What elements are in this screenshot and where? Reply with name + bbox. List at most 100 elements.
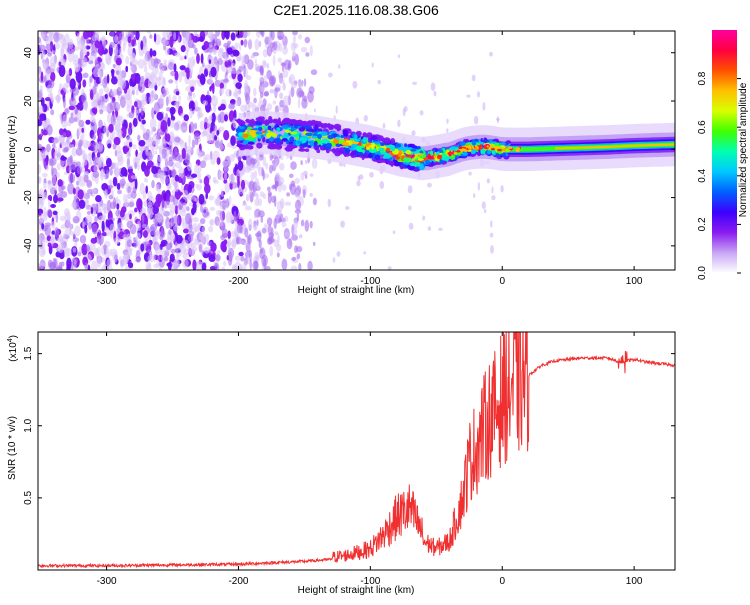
heatmap-cell [167, 261, 172, 270]
heatmap-cell [54, 227, 60, 238]
heatmap-cell [45, 43, 52, 51]
heatmap-cell [245, 93, 251, 105]
heatmap-cell [186, 174, 190, 179]
heatmap-cell [380, 151, 387, 155]
heatmap-cell [49, 261, 56, 270]
heatmap-cell [339, 147, 345, 152]
heatmap-cell [127, 90, 131, 98]
heatmap-cell [69, 78, 76, 90]
heatmap-cell [144, 166, 150, 177]
heatmap-cell [78, 142, 82, 150]
heatmap-cell [198, 193, 205, 205]
heatmap-cell [156, 111, 164, 121]
heatmap-cell [99, 109, 104, 115]
heatmap-cell [298, 81, 304, 88]
heatmap-cell [354, 138, 361, 142]
heatmap-cell [325, 142, 332, 149]
heatmap-cell [99, 71, 102, 83]
heatmap-cell [266, 63, 270, 69]
heatmap-cell [252, 260, 259, 270]
heatmap-cell [51, 174, 57, 185]
heatmap-cell [112, 162, 119, 170]
heatmap-cell [42, 172, 48, 178]
heatmap-cell [170, 248, 176, 254]
heatmap-cell [103, 75, 108, 85]
heatmap-cell [262, 49, 268, 58]
heatmap-cell [419, 163, 424, 170]
y-tick-label: -40 [23, 238, 34, 253]
heatmap-cell [258, 239, 262, 249]
heatmap-cell [105, 169, 110, 179]
heatmap-cell [210, 219, 213, 226]
heatmap-cell [272, 54, 276, 67]
heatmap-cell [187, 38, 195, 49]
heatmap-cell [351, 144, 355, 151]
heatmap-cell [258, 40, 262, 48]
heatmap-cell [147, 160, 154, 168]
heatmap-cell [298, 90, 305, 97]
heatmap-cell [126, 164, 134, 170]
heatmap-cell [466, 94, 471, 98]
heatmap-cell [109, 100, 117, 111]
heatmap-cell [459, 141, 466, 147]
snr-line-layer [38, 332, 675, 569]
heatmap-cell [490, 148, 495, 151]
heatmap-cell [147, 83, 155, 89]
heatmap-cell [507, 140, 510, 144]
heatmap-cell [260, 248, 263, 254]
x-tick-label: 0 [499, 576, 505, 587]
heatmap-cell [169, 169, 172, 178]
heatmap-cell [104, 188, 108, 199]
heatmap-cell [310, 69, 318, 76]
heatmap-cell [259, 64, 264, 76]
heatmap-cell [129, 78, 133, 87]
heatmap-cell [183, 228, 189, 234]
heatmap-cell [190, 173, 198, 178]
heatmap-cell [165, 177, 169, 184]
heatmap-cell [252, 223, 258, 231]
heatmap-cell [171, 168, 177, 178]
heatmap-cell [161, 230, 166, 238]
heatmap-cell [243, 83, 249, 93]
heatmap-cell [304, 219, 310, 232]
heatmap-cell [110, 31, 115, 38]
heatmap-cell [218, 126, 225, 132]
heatmap-cell [56, 163, 61, 171]
heatmap-cell [292, 51, 296, 58]
y-tick-label: 40 [23, 47, 34, 59]
heatmap-cell [188, 234, 194, 243]
heatmap-cell [130, 175, 138, 180]
colorbar-tick-label: 0.8 [697, 71, 708, 85]
heatmap-cell [292, 31, 298, 36]
heatmap-cell [446, 128, 449, 134]
heatmap-cell [277, 117, 281, 123]
heatmap-cell [214, 135, 218, 141]
heatmap-cell [98, 44, 105, 56]
heatmap-cell [77, 251, 82, 257]
heatmap-cell [147, 201, 153, 208]
heatmap-cell [341, 142, 349, 146]
heatmap-cell [182, 217, 185, 225]
heatmap-cell [201, 226, 206, 235]
heatmap-cell [305, 159, 308, 165]
heatmap-cell [263, 75, 267, 84]
heatmap-cell [111, 70, 115, 78]
heatmap-cell [206, 48, 213, 53]
heatmap-cell [119, 209, 125, 218]
heatmap-cell [60, 89, 64, 95]
heatmap-cell [66, 156, 73, 168]
snr-y-ticks: 0.5 1.0 1.5 [23, 346, 675, 505]
heatmap-cell [117, 209, 121, 215]
heatmap-cell [85, 119, 91, 125]
heatmap-cell [106, 157, 112, 168]
heatmap-cell [125, 253, 129, 262]
heatmap-cell [192, 217, 199, 223]
heatmap-cell [301, 143, 308, 148]
heatmap-cell [194, 100, 198, 110]
heatmap-cell [142, 230, 148, 238]
heatmap-cell [185, 155, 189, 161]
heatmap-cell [52, 210, 58, 216]
heatmap-cell [143, 55, 148, 67]
heatmap-cell [269, 88, 274, 94]
heatmap-cell [340, 135, 345, 138]
